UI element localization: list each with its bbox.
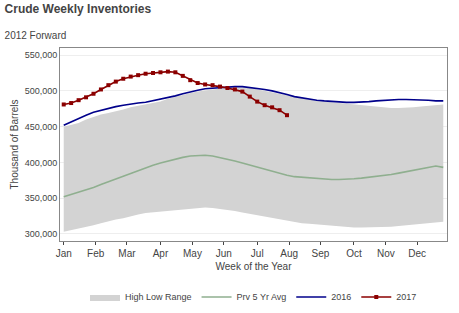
svg-text:300,000: 300,000 [25,229,58,239]
svg-text:450,000: 450,000 [25,122,58,132]
svg-text:Prv 5 Yr Avg: Prv 5 Yr Avg [237,292,287,302]
svg-text:Jan: Jan [56,248,72,259]
svg-text:550,000: 550,000 [25,50,58,60]
svg-text:Aug: Aug [280,248,298,259]
svg-text:Apr: Apr [153,248,169,259]
svg-text:Week of the Year: Week of the Year [216,261,293,272]
svg-text:500,000: 500,000 [25,86,58,96]
svg-text:Nov: Nov [377,248,395,259]
svg-text:400,000: 400,000 [25,158,58,168]
svg-text:2016: 2016 [331,292,351,302]
svg-text:Thousand of Barrels: Thousand of Barrels [9,99,20,189]
svg-text:350,000: 350,000 [25,193,58,203]
svg-text:May: May [183,248,202,259]
svg-text:Mar: Mar [118,248,136,259]
svg-text:Sep: Sep [312,248,330,259]
svg-text:Jun: Jun [216,248,232,259]
svg-text:Crude Weekly Inventories: Crude Weekly Inventories [5,2,152,16]
svg-text:Oct: Oct [346,248,362,259]
svg-text:Jul: Jul [251,248,264,259]
svg-text:2017: 2017 [396,292,416,302]
svg-text:2012 Forward: 2012 Forward [5,30,67,41]
svg-text:High Low Range: High Low Range [125,292,192,302]
svg-text:Dec: Dec [408,248,426,259]
svg-text:Feb: Feb [87,248,105,259]
